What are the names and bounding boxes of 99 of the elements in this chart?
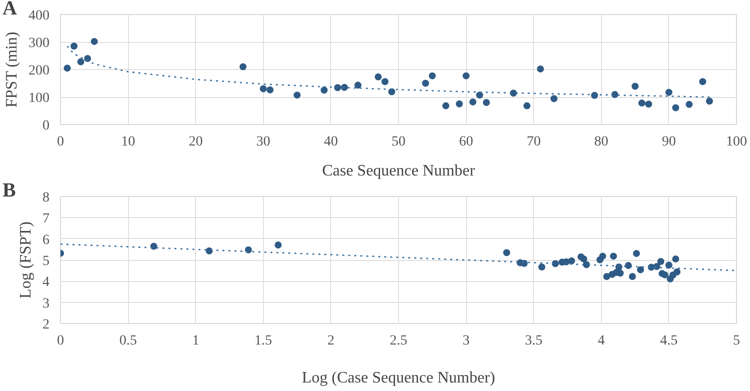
x-tick-label: 50 (392, 134, 406, 150)
point (661, 271, 668, 278)
point (523, 102, 530, 110)
y-tick-label: 4 (42, 275, 50, 290)
point (482, 99, 490, 106)
x-tick-label: 0 (57, 334, 64, 348)
y-tick-label: 7 (42, 212, 50, 227)
point (645, 100, 652, 108)
point (388, 88, 396, 96)
point (632, 82, 639, 90)
point (665, 88, 672, 96)
y-tick-label: 300 (28, 36, 50, 51)
x-tick-label: 30 (256, 134, 270, 150)
x-axis-title: Case Sequence Number (322, 162, 476, 180)
x-tick-label: 100 (726, 134, 747, 150)
point (603, 273, 610, 280)
point (70, 42, 78, 50)
point (374, 73, 382, 80)
point (320, 86, 328, 94)
point (638, 100, 646, 107)
point (510, 90, 517, 97)
y-tick-label: 400 (28, 8, 50, 24)
point (503, 249, 510, 256)
point (476, 92, 484, 99)
point (686, 100, 693, 108)
point (77, 58, 84, 66)
x-tick-label: 90 (662, 134, 676, 150)
point (624, 262, 632, 269)
point (274, 241, 282, 248)
y-tick-label: 200 (28, 64, 50, 78)
x-tick-label: 5 (733, 334, 740, 348)
x-tick-label: 2.5 (390, 334, 408, 348)
point (354, 82, 362, 89)
point (706, 98, 713, 105)
x-tick-label: 1.5 (254, 334, 272, 348)
x-tick-label: 40 (324, 134, 338, 150)
point (552, 260, 559, 268)
x-tick-label: 0.5 (119, 334, 137, 348)
x-tick-label: 70 (526, 134, 541, 150)
y-tick-label: 6 (42, 232, 50, 248)
y-axis-title: FPST (min) (4, 32, 20, 108)
point (422, 80, 430, 87)
point (599, 252, 606, 260)
point (469, 98, 476, 106)
y-axis-title: Log (FSPT) (18, 222, 34, 298)
point (442, 102, 450, 110)
x-tick-label: 3 (462, 334, 470, 348)
x-tick-label: 10 (121, 134, 136, 150)
x-tick-label: 60 (459, 134, 474, 150)
y-tick-label: 2 (42, 318, 50, 332)
y-tick-label: 0 (42, 118, 50, 134)
point (244, 246, 252, 254)
point (665, 262, 672, 269)
point (536, 65, 544, 72)
y-tick-label: 8 (42, 190, 50, 206)
x-tick-label: 1 (192, 334, 200, 348)
point (206, 247, 213, 254)
x-tick-label: 4 (598, 334, 605, 348)
point (462, 72, 470, 80)
point (628, 273, 636, 280)
point (672, 255, 680, 262)
chart-title: B (2, 180, 16, 202)
point (657, 258, 664, 265)
point (64, 64, 71, 72)
point (699, 78, 706, 86)
x-tick-label: 2 (327, 334, 334, 348)
x-tick-label: 0 (57, 134, 64, 150)
point (616, 270, 624, 277)
x-tick-label: 4.5 (660, 334, 678, 348)
point (610, 252, 617, 260)
point (550, 95, 558, 102)
point (428, 72, 436, 80)
y-tick-label: 3 (42, 296, 50, 312)
point (653, 263, 660, 270)
y-tick-label: 100 (28, 91, 50, 106)
x-tick-label: 80 (594, 134, 608, 150)
point (672, 104, 680, 112)
point (674, 268, 681, 276)
point (615, 263, 622, 270)
point (240, 63, 247, 70)
point (340, 84, 348, 91)
point (381, 78, 388, 86)
point (266, 86, 274, 94)
chart-title: A (2, 0, 18, 20)
x-tick-label: 20 (188, 134, 203, 150)
point (632, 250, 640, 257)
x-tick-label: 3.5 (524, 334, 542, 348)
point (538, 263, 546, 270)
point (611, 91, 618, 98)
point (580, 255, 588, 262)
y-tick-label: 5 (42, 254, 50, 269)
point (260, 85, 267, 92)
x-axis-title: Log (Case Sequence Number) (302, 370, 496, 386)
point (90, 38, 98, 45)
point (456, 100, 463, 108)
point (84, 55, 92, 62)
point (568, 257, 576, 264)
point (294, 92, 301, 99)
point (637, 266, 644, 274)
